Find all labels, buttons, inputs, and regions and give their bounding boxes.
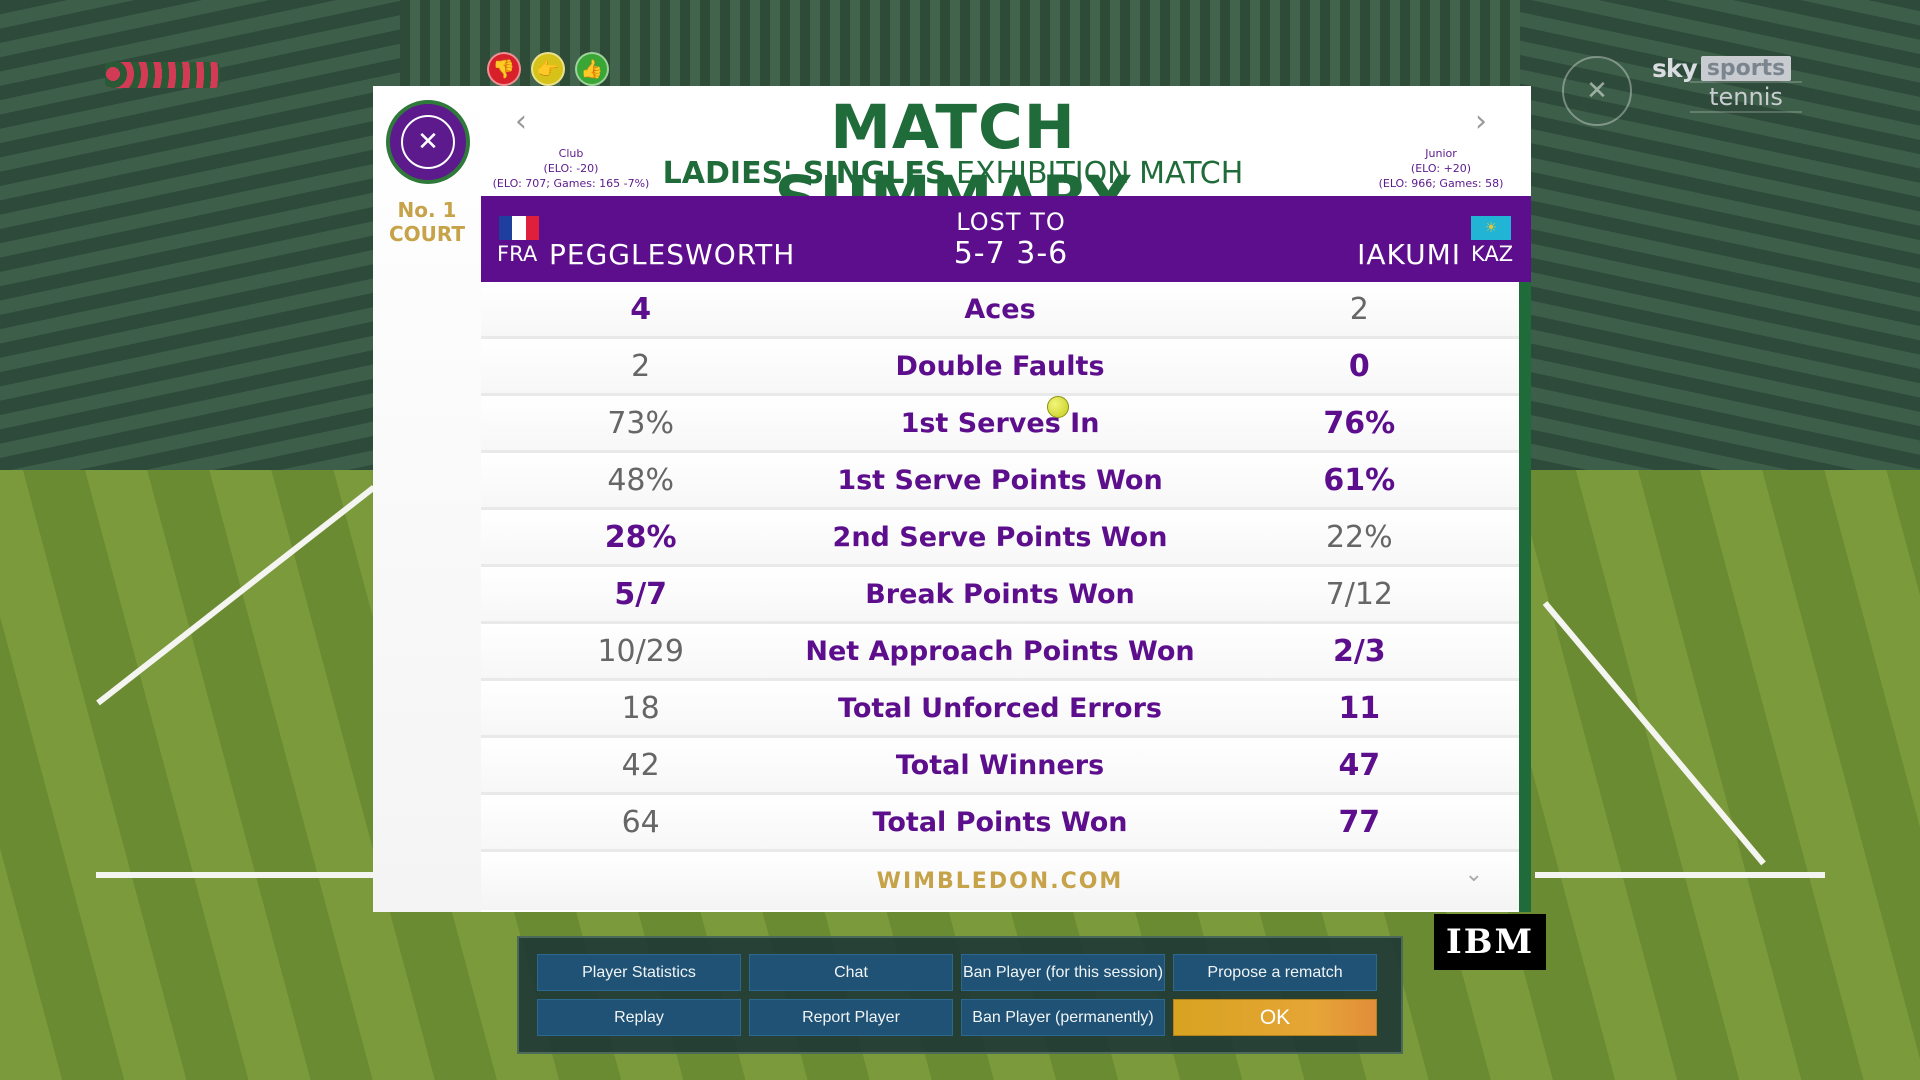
stats-table: 4 Aces 2 2 Double Faults 0 73% 1st Serves In 7… (481, 282, 1519, 910)
ibm-logo: IBM (1434, 914, 1546, 970)
stat-label: Total Unforced Errors (838, 692, 1162, 724)
stat-left-value: 42 (621, 747, 660, 783)
stat-right-value: 47 (1338, 747, 1381, 783)
stat-row: 73% 1st Serves In 76% (481, 396, 1519, 453)
player1-rank-info: Club (ELO: -20) (ELO: 707; Games: 165 -7… (481, 146, 661, 191)
stat-label: 1st Serve Points Won (837, 464, 1163, 496)
stat-right-value: 2 (1349, 291, 1369, 327)
stat-left-value: 4 (630, 291, 652, 327)
player2-elo-change: (ELO: +20) (1410, 162, 1472, 175)
report-player-button[interactable]: Report Player (749, 999, 953, 1036)
stat-row: 64 Total Points Won 77 (481, 795, 1519, 852)
stat-row: 28% 2nd Serve Points Won 22% (481, 510, 1519, 567)
player2-name: IAKUMI (1357, 238, 1461, 271)
player1-elo-change: (ELO: -20) (543, 162, 599, 175)
result-label: LOST TO (956, 208, 1066, 236)
stat-row: 42 Total Winners 47 (481, 738, 1519, 795)
wimbledon-watermark-icon: ✕ (1562, 56, 1632, 126)
stat-right-value: 2/3 (1332, 633, 1386, 669)
player2-tier: Junior (1425, 147, 1457, 160)
flower-box (105, 62, 220, 88)
stat-left-value: 5/7 (614, 576, 668, 612)
flag-stripe (499, 216, 513, 240)
stat-left-value: 73% (607, 405, 675, 441)
stat-right-value: 76% (1323, 405, 1396, 441)
player1-tier: Club (558, 147, 584, 160)
kazakhstan-flag-icon: ☀ (1471, 216, 1511, 240)
flag-stripe (525, 216, 539, 240)
match-type-subtitle: LADIES' SINGLES EXHIBITION MATCH (653, 156, 1253, 191)
sky-word: sky (1652, 54, 1698, 83)
player-statistics-button[interactable]: Player Statistics (537, 954, 741, 991)
stat-label: Double Faults (895, 350, 1105, 382)
player1-country: FRA (497, 242, 538, 266)
reaction-bar: 👎 👉 👍 (487, 52, 609, 86)
stat-left-value: 48% (607, 462, 675, 498)
stat-left-value: 2 (631, 348, 651, 384)
stat-left-value: 18 (621, 690, 660, 726)
stat-row: 10/29 Net Approach Points Won 2/3 (481, 624, 1519, 681)
stat-row: 2 Double Faults 0 (481, 339, 1519, 396)
player1-elo-detail: (ELO: 707; Games: 165 -7%) (492, 177, 650, 190)
thumbs-up-icon[interactable]: 👍 (575, 52, 609, 86)
stat-left-value: 10/29 (597, 633, 684, 669)
stat-row: 48% 1st Serve Points Won 61% (481, 453, 1519, 510)
player1-name: PEGGLESWORTH (549, 238, 796, 271)
thumbs-sideways-icon[interactable]: 👉 (531, 52, 565, 86)
match-summary-panel: ✕ No. 1 COURT ‹ › Club (ELO: -20) (ELO: … (373, 86, 1531, 912)
panel-sidebar: ✕ No. 1 COURT (373, 86, 481, 912)
event-name: LADIES' SINGLES (662, 156, 947, 191)
court-name: No. 1 COURT (388, 198, 466, 246)
stat-label: 1st Serves In (900, 407, 1100, 439)
ban-player-session-button[interactable]: Ban Player (for this session) (961, 954, 1165, 991)
stat-right-value: 7/12 (1325, 576, 1393, 612)
crossed-rackets-icon: ✕ (401, 115, 455, 169)
chevron-left-icon[interactable]: ‹ (515, 104, 527, 139)
stat-right-value: 77 (1338, 804, 1381, 840)
tennis-ball-cursor-icon (1047, 396, 1069, 418)
baseline-left (96, 872, 386, 878)
chat-button[interactable]: Chat (749, 954, 953, 991)
stat-right-value: 11 (1338, 690, 1381, 726)
match-category: EXHIBITION MATCH (946, 156, 1244, 191)
wimbledon-emblem-icon: ✕ (386, 100, 470, 184)
replay-button[interactable]: Replay (537, 999, 741, 1036)
stat-row: 18 Total Unforced Errors 11 (481, 681, 1519, 738)
action-menu: Player Statistics Chat Ban Player (for t… (517, 936, 1403, 1054)
player2-elo-detail: (ELO: 966; Games: 58) (1378, 177, 1504, 190)
wimbledon-link[interactable]: WIMBLEDON.COM (876, 868, 1124, 894)
panel-edge (1519, 198, 1531, 912)
flag-stripe (512, 216, 526, 240)
chevron-down-icon[interactable]: ⌄ (1464, 862, 1483, 887)
stat-row: 5/7 Break Points Won 7/12 (481, 567, 1519, 624)
player2-rank-info: Junior (ELO: +20) (ELO: 966; Games: 58) (1351, 146, 1531, 191)
stat-label: Total Points Won (872, 806, 1128, 838)
propose-rematch-button[interactable]: Propose a rematch (1173, 954, 1377, 991)
stat-left-value: 28% (604, 519, 677, 555)
stat-right-value: 22% (1325, 519, 1393, 555)
ban-player-permanent-button[interactable]: Ban Player (permanently) (961, 999, 1165, 1036)
result-header: FRA PEGGLESWORTH LOST TO 5-7 3-6 IAKUMI … (481, 196, 1531, 282)
stats-footer: WIMBLEDON.COM ⌄ (481, 852, 1519, 910)
stat-label: Net Approach Points Won (805, 635, 1195, 667)
player2-country: KAZ (1471, 242, 1514, 266)
stat-label: Break Points Won (865, 578, 1135, 610)
stat-right-value: 0 (1348, 348, 1370, 384)
baseline-right (1535, 872, 1825, 878)
ok-button[interactable]: OK (1173, 999, 1377, 1036)
stat-left-value: 64 (621, 804, 660, 840)
chevron-right-icon[interactable]: › (1475, 104, 1487, 139)
sports-word: sports (1700, 56, 1792, 81)
stat-label: Aces (964, 293, 1036, 325)
stat-label: Total Winners (895, 749, 1105, 781)
france-flag-icon (499, 216, 539, 240)
stat-row: 4 Aces 2 (481, 282, 1519, 339)
result-score: 5-7 3-6 (953, 236, 1069, 271)
tennis-word: tennis (1690, 81, 1802, 113)
stat-label: 2nd Serve Points Won (832, 521, 1168, 553)
stat-right-value: 61% (1323, 462, 1396, 498)
thumbs-down-icon[interactable]: 👎 (487, 52, 521, 86)
sky-sports-tennis-logo: sky sports tennis (1652, 54, 1804, 120)
